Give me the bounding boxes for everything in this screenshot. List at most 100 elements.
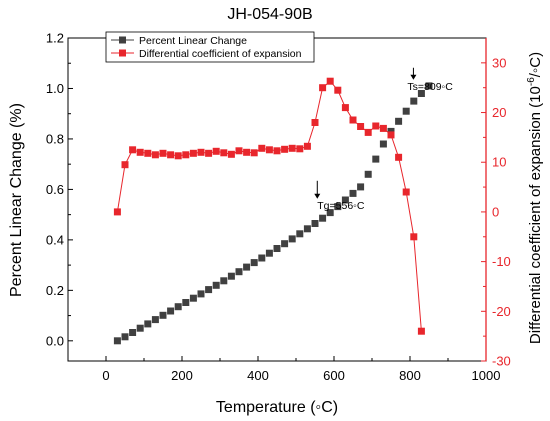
series-0-point-5 — [151, 316, 159, 324]
series-0-point-2 — [129, 329, 137, 336]
series-1-point-15 — [227, 150, 235, 158]
series-0-point-12 — [205, 286, 213, 294]
series-1-point-26 — [311, 119, 319, 126]
legend-label-1: Differential coefficient of expansion — [139, 48, 302, 60]
series-1-point-8 — [174, 152, 182, 160]
x-axis-label: Temperature (◦C) — [216, 399, 338, 416]
series-0-point-24 — [296, 230, 304, 238]
series-1-point-10 — [189, 149, 197, 157]
series-0-point-13 — [212, 281, 220, 289]
series-1-point-16 — [235, 147, 243, 155]
series-0-point-15 — [227, 272, 235, 280]
annotation-label-1: Tg=556◦C — [317, 200, 365, 212]
series-1-point-1 — [121, 161, 129, 169]
series-0-point-40 — [417, 90, 425, 97]
y-left-tick-label-6: 1.2 — [46, 31, 64, 46]
series-0-point-9 — [182, 299, 190, 306]
y-axis-left-label: Percent Linear Change (%) — [8, 103, 25, 297]
series-0-point-25 — [303, 225, 311, 233]
y-left-tick-label-2: 0.4 — [46, 232, 64, 247]
series-0-point-28 — [326, 209, 334, 217]
series-1-point-29 — [334, 86, 342, 94]
series-1-point-13 — [212, 147, 220, 155]
series-1-point-27 — [319, 84, 327, 92]
series-1-point-40 — [417, 327, 425, 335]
series-1-point-4 — [144, 149, 152, 157]
y-right-tick-label-6: 30 — [492, 55, 506, 70]
x-tick-label-4: 800 — [399, 368, 421, 383]
series-1-point-22 — [281, 145, 289, 153]
series-0-point-34 — [372, 155, 380, 163]
series-0-point-8 — [174, 303, 182, 311]
series-1-point-2 — [129, 146, 137, 154]
y-left-tick-label-4: 0.8 — [46, 131, 64, 146]
y-right-tick-label-3: 0 — [492, 204, 499, 219]
chart-title: JH-054-90B — [227, 6, 312, 23]
series-0-point-20 — [265, 249, 273, 257]
series-0-point-41 — [425, 82, 433, 90]
y-right-tick-label-2: -10 — [492, 254, 511, 269]
series-1-point-24 — [296, 145, 304, 153]
y-left-tick-label-1: 0.2 — [46, 283, 64, 298]
y-axis-right-label-sup: -6 — [526, 77, 537, 86]
series-0-point-17 — [243, 263, 251, 271]
series-0-point-27 — [319, 214, 327, 222]
x-tick-label-3: 600 — [323, 368, 345, 383]
series-1-point-20 — [265, 146, 273, 154]
legend-label-0: Percent Linear Change — [139, 35, 247, 47]
y-axis-left: 0.0 0.2 0.4 0.6 0.8 1.0 1.2 — [46, 31, 73, 348]
y-left-tick-label-3: 0.6 — [46, 182, 64, 197]
series-1-point-35 — [379, 124, 387, 132]
series-1-point-33 — [364, 128, 372, 136]
series-0-point-3 — [136, 324, 144, 332]
series-1-point-39 — [410, 233, 418, 241]
series-1-point-30 — [341, 104, 349, 112]
x-tick-label-0: 0 — [102, 368, 109, 383]
y-axis-right-label-prefix: Differential coefficient of expansion (1… — [527, 86, 544, 344]
series-1-point-11 — [197, 148, 205, 156]
series-1-point-32 — [357, 123, 365, 130]
series-0-point-19 — [258, 254, 266, 262]
series-1-point-19 — [258, 144, 266, 152]
series-0-point-26 — [311, 220, 319, 227]
series-0-point-10 — [189, 294, 197, 302]
series-0-point-22 — [281, 240, 289, 248]
x-tick-label-5: 1000 — [472, 368, 501, 383]
series-1-point-23 — [288, 144, 296, 152]
series-0-point-39 — [410, 97, 418, 105]
y-axis-right: -30 -20 -10 0 10 20 30 — [481, 38, 511, 369]
series-1-point-31 — [349, 116, 357, 124]
y-right-tick-label-0: -30 — [492, 354, 511, 369]
series-0-point-33 — [364, 170, 372, 178]
series-1-point-34 — [372, 122, 380, 130]
y-right-tick-label-5: 20 — [492, 105, 506, 120]
series-0-point-7 — [167, 307, 175, 315]
series-0-point-31 — [349, 189, 357, 197]
y-right-tick-label-4: 10 — [492, 155, 506, 170]
series-0-point-14 — [220, 277, 228, 285]
series-1-point-5 — [151, 151, 159, 159]
series-0-point-30 — [341, 196, 349, 204]
series-0-point-18 — [250, 259, 258, 267]
series-1-point-12 — [205, 149, 213, 157]
y-left-tick-label-0: 0.0 — [46, 333, 64, 348]
series-0-point-29 — [334, 203, 342, 211]
series-1-point-36 — [387, 131, 395, 139]
series-0-point-11 — [197, 290, 205, 298]
legend-swatch-marker-0 — [119, 36, 126, 44]
series-0-point-21 — [273, 245, 281, 252]
series-1-point-18 — [250, 149, 258, 157]
series-0-point-38 — [402, 107, 410, 115]
series-0-point-1 — [121, 333, 129, 341]
series-0-point-6 — [159, 311, 167, 319]
legend: Percent Linear Change Differential coeff… — [105, 31, 315, 63]
legend-box — [105, 31, 315, 63]
series-0-point-23 — [288, 235, 296, 243]
series-0-point-37 — [395, 117, 403, 125]
y-axis-right-label: Differential coefficient of expansion (1… — [526, 52, 544, 344]
series-0-point-35 — [379, 140, 387, 148]
annotation-layer: Ts=809◦C Tg=556◦C — [314, 67, 453, 212]
series-1-point-37 — [395, 153, 403, 161]
